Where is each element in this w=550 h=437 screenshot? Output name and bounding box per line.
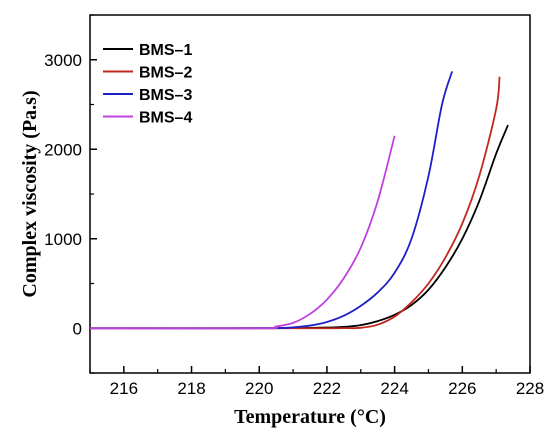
- x-tick-label: 226: [448, 379, 476, 398]
- y-tick-label: 0: [73, 319, 82, 338]
- legend-label-1: BMS–1: [139, 42, 192, 59]
- series-line-3: [89, 71, 454, 330]
- x-tick-label: 216: [110, 379, 138, 398]
- y-tick-label: 3000: [44, 51, 82, 70]
- series-line-1: [89, 124, 509, 330]
- y-axis-title: Complex viscosity (Pa.s): [19, 90, 41, 297]
- x-tick-label: 218: [177, 379, 205, 398]
- x-tick-label: 222: [313, 379, 341, 398]
- series-line-4: [89, 135, 396, 330]
- y-tick-label: 2000: [44, 140, 82, 159]
- series-group: [89, 71, 509, 330]
- legend-label-2: BMS–2: [139, 65, 192, 82]
- legend-label-3: BMS–3: [139, 87, 192, 104]
- x-tick-label: 220: [245, 379, 273, 398]
- y-tick-label: 1000: [44, 230, 82, 249]
- y-axis-ticks: 0 1000 2000 3000: [44, 14, 97, 374]
- legend: BMS–1 BMS–2 BMS–3 BMS–4: [103, 42, 192, 127]
- series-line-2: [90, 76, 501, 330]
- legend-label-4: BMS–4: [139, 110, 192, 127]
- x-tick-label: 224: [380, 379, 408, 398]
- x-tick-label: 228: [516, 379, 544, 398]
- x-axis-title: Temperature (°C): [234, 406, 386, 428]
- x-axis-ticks: 216 218 220 222 224 226 228: [89, 366, 544, 398]
